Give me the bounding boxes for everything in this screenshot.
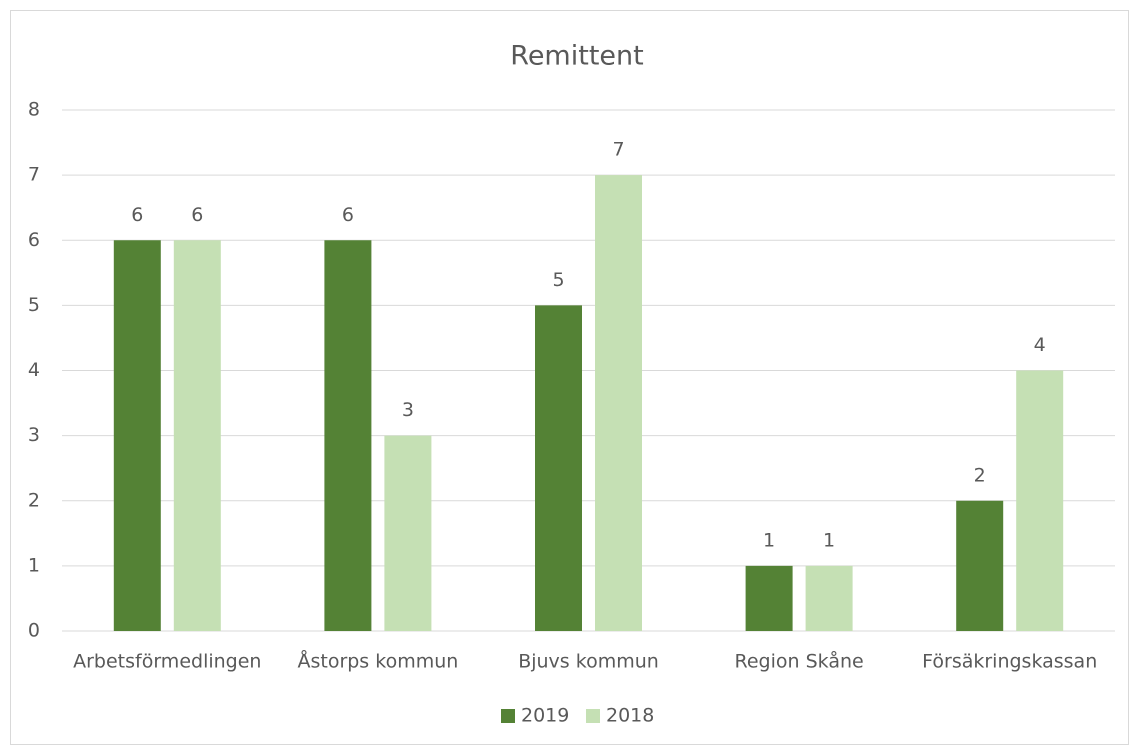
y-tick-label: 2 bbox=[28, 489, 40, 511]
bar bbox=[1016, 370, 1064, 631]
data-label: 5 bbox=[552, 269, 564, 291]
bar bbox=[113, 240, 161, 631]
bar bbox=[956, 500, 1004, 631]
data-label: 6 bbox=[131, 204, 143, 226]
legend-label: 2019 bbox=[521, 705, 569, 727]
data-label: 6 bbox=[191, 204, 203, 226]
y-tick-label: 5 bbox=[28, 294, 40, 316]
bar bbox=[595, 175, 642, 631]
y-tick-label: 0 bbox=[28, 620, 40, 642]
bar bbox=[324, 240, 372, 631]
x-tick-label: Bjuvs kommun bbox=[518, 651, 659, 673]
y-tick-label: 1 bbox=[28, 554, 40, 576]
data-label: 2 bbox=[974, 464, 986, 486]
y-tick-label: 3 bbox=[28, 424, 40, 446]
y-tick-label: 7 bbox=[28, 164, 40, 186]
bar bbox=[173, 240, 221, 631]
x-tick-label: Åstorps kommun bbox=[297, 650, 458, 673]
x-tick-label: Arbetsförmedlingen bbox=[73, 651, 261, 673]
data-label: 7 bbox=[612, 139, 624, 161]
data-label: 1 bbox=[823, 529, 835, 551]
y-tick-label: 6 bbox=[28, 229, 40, 251]
bar bbox=[745, 565, 793, 631]
legend-swatch bbox=[501, 709, 515, 723]
chart-title: Remittent bbox=[510, 41, 643, 72]
y-tick-label: 8 bbox=[28, 99, 40, 121]
data-label: 6 bbox=[342, 204, 354, 226]
y-tick-label: 4 bbox=[28, 359, 40, 381]
bar bbox=[384, 435, 432, 631]
data-label: 4 bbox=[1034, 334, 1046, 356]
legend-label: 2018 bbox=[606, 705, 654, 727]
bar bbox=[805, 565, 853, 631]
bar bbox=[535, 305, 582, 631]
data-label: 3 bbox=[402, 399, 414, 421]
x-tick-label: Försäkringskassan bbox=[922, 651, 1097, 673]
data-label: 1 bbox=[763, 529, 775, 551]
legend-swatch bbox=[586, 709, 600, 723]
x-tick-label: Region Skåne bbox=[735, 650, 864, 673]
